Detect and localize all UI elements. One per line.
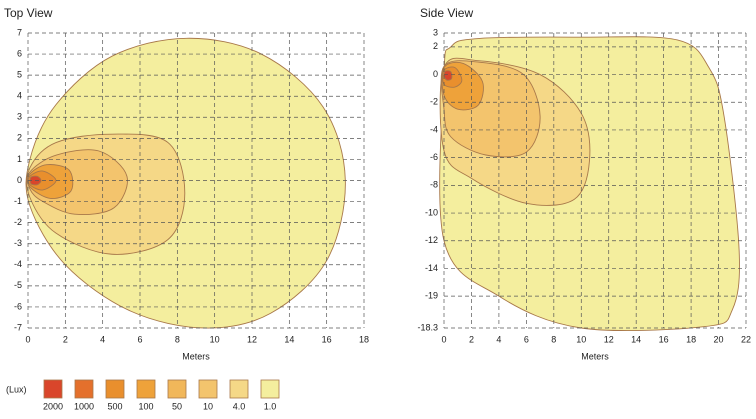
chart-title: Side View <box>420 6 473 20</box>
x-tick-label: 8 <box>551 334 556 344</box>
x-tick-label: 18 <box>359 334 369 344</box>
y-tick-label: -6 <box>14 301 22 311</box>
y-tick-label: -6 <box>430 152 438 162</box>
y-tick-label: -14 <box>425 263 438 273</box>
y-tick-label: 6 <box>17 48 22 58</box>
y-tick-label: -18.3 <box>417 322 438 332</box>
isolux-contour <box>443 70 453 81</box>
y-tick-label: -19 <box>425 291 438 301</box>
y-tick-label: -1 <box>14 196 22 206</box>
y-tick-label: 2 <box>17 133 22 143</box>
y-tick-label: -2 <box>430 97 438 107</box>
legend-swatch <box>136 379 156 399</box>
legend-swatch <box>43 379 63 399</box>
x-tick-label: 14 <box>631 334 641 344</box>
legend-swatch <box>105 379 125 399</box>
x-tick-label: 4 <box>496 334 501 344</box>
x-tick-label: 2 <box>469 334 474 344</box>
legend-unit: (Lux) <box>6 384 27 394</box>
y-tick-label: -2 <box>14 217 22 227</box>
legend-swatch <box>198 379 218 399</box>
x-tick-label: 16 <box>659 334 669 344</box>
x-tick-label: 10 <box>576 334 586 344</box>
y-tick-label: 3 <box>17 112 22 122</box>
legend-label: 1000 <box>74 401 94 411</box>
isolux-contour <box>25 37 346 329</box>
x-tick-label: 12 <box>604 334 614 344</box>
legend-label: 1.0 <box>264 401 277 411</box>
x-tick-label: 6 <box>524 334 529 344</box>
y-tick-label: -5 <box>14 280 22 290</box>
y-tick-label: 1 <box>17 154 22 164</box>
x-tick-label: 0 <box>25 334 30 344</box>
x-tick-label: 2 <box>63 334 68 344</box>
y-tick-label: -4 <box>430 124 438 134</box>
chart-title: Top View <box>4 6 53 20</box>
y-tick-label: -10 <box>425 207 438 217</box>
x-tick-label: 6 <box>137 334 142 344</box>
x-tick-label: 4 <box>100 334 105 344</box>
y-tick-label: -4 <box>14 259 22 269</box>
y-tick-label: -7 <box>14 322 22 332</box>
x-tick-label: 12 <box>247 334 257 344</box>
legend-swatch <box>167 379 187 399</box>
x-tick-label: 8 <box>175 334 180 344</box>
y-tick-label: -12 <box>425 235 438 245</box>
legend-label: 50 <box>172 401 182 411</box>
legend-label: 4.0 <box>233 401 246 411</box>
y-tick-label: 4 <box>17 91 22 101</box>
legend-swatch <box>229 379 249 399</box>
legend-label: 10 <box>203 401 213 411</box>
x-tick-label: 16 <box>322 334 332 344</box>
legend-label: 2000 <box>43 401 63 411</box>
legend-label: 500 <box>107 401 122 411</box>
y-tick-label: 7 <box>17 27 22 37</box>
y-tick-label: 0 <box>17 175 22 185</box>
x-tick-label: 20 <box>714 334 724 344</box>
y-tick-label: -8 <box>430 180 438 190</box>
y-tick-label: 3 <box>433 27 438 37</box>
x-axis-label: Meters <box>581 351 609 361</box>
y-tick-label: 2 <box>433 41 438 51</box>
y-tick-label: -3 <box>14 238 22 248</box>
x-axis-label: Meters <box>182 351 210 361</box>
x-tick-label: 14 <box>284 334 294 344</box>
legend-label: 100 <box>138 401 153 411</box>
y-tick-label: 0 <box>433 69 438 79</box>
legend-swatch <box>260 379 280 399</box>
x-tick-label: 10 <box>210 334 220 344</box>
legend-swatch <box>74 379 94 399</box>
x-tick-label: 18 <box>686 334 696 344</box>
y-tick-label: 5 <box>17 70 22 80</box>
x-tick-label: 22 <box>741 334 751 344</box>
x-tick-label: 0 <box>441 334 446 344</box>
